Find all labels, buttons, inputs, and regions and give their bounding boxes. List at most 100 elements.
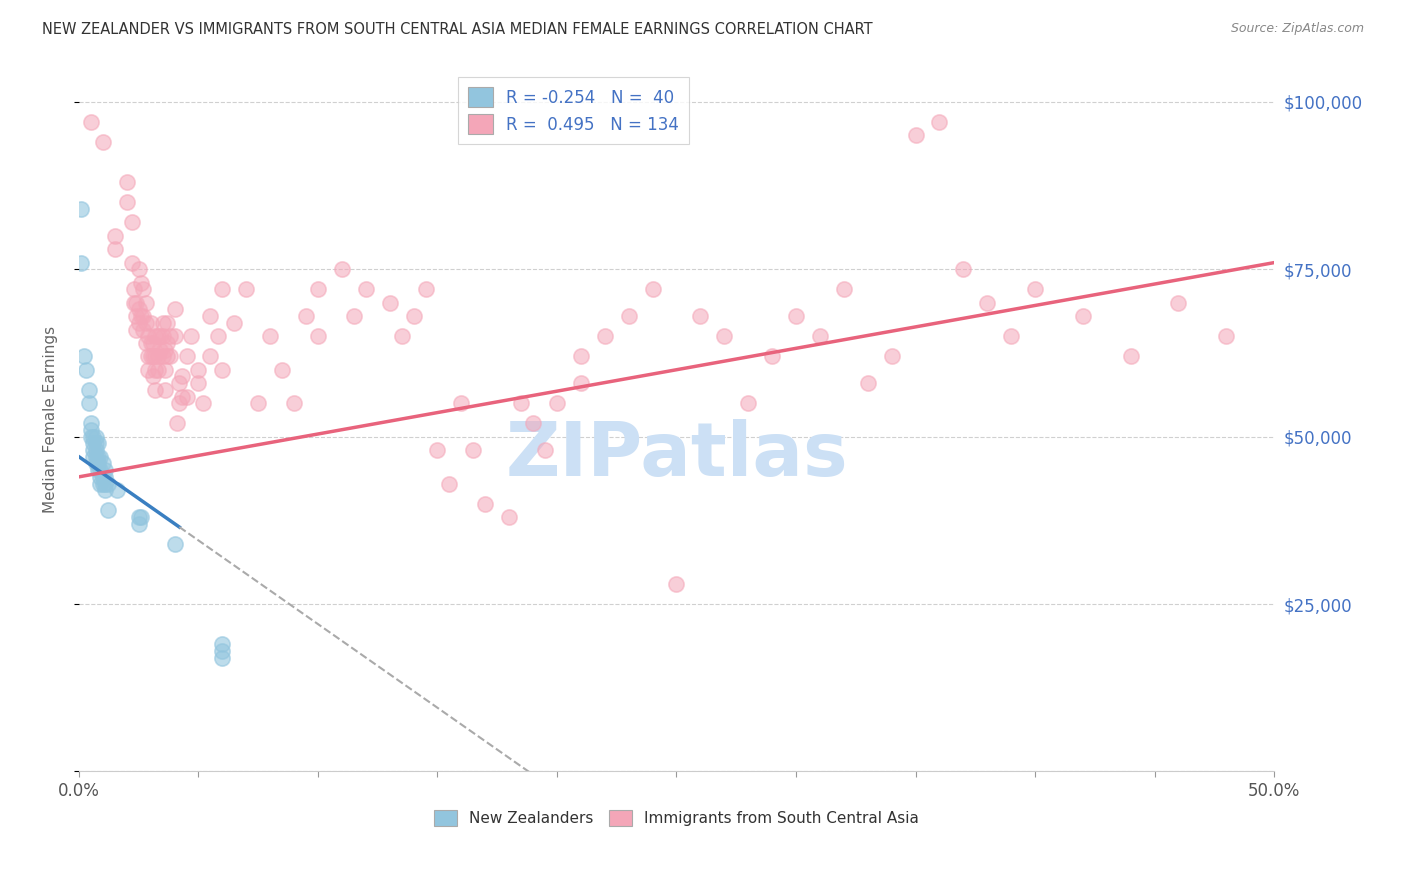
Point: [153, 363, 176, 377]
Point: [142, 369, 165, 384]
Point: [84, 450, 107, 464]
Point: [295, 309, 318, 323]
Point: [343, 309, 366, 323]
Point: [153, 343, 176, 357]
Point: [128, 316, 150, 330]
Point: [163, 302, 186, 317]
Point: [510, 396, 533, 410]
Point: [132, 309, 155, 323]
Point: [87, 450, 110, 464]
Point: [125, 309, 148, 323]
Point: [713, 329, 735, 343]
Point: [1167, 295, 1189, 310]
Point: [94, 483, 117, 498]
Point: [689, 309, 711, 323]
Point: [84, 430, 107, 444]
Point: [125, 322, 148, 336]
Point: [149, 329, 172, 343]
Point: [136, 349, 159, 363]
Point: [104, 242, 127, 256]
Point: [641, 282, 664, 296]
Point: [169, 396, 191, 410]
Point: [136, 329, 159, 343]
Point: [271, 363, 294, 377]
Point: [146, 349, 169, 363]
Point: [415, 282, 437, 296]
Point: [80, 417, 103, 431]
Point: [307, 282, 329, 296]
Point: [89, 476, 111, 491]
Point: [122, 295, 145, 310]
Point: [135, 295, 157, 310]
Point: [976, 295, 998, 310]
Point: [146, 363, 169, 377]
Point: [84, 457, 107, 471]
Point: [82, 443, 104, 458]
Point: [135, 335, 157, 350]
Point: [128, 516, 150, 531]
Point: [785, 309, 807, 323]
Point: [145, 383, 167, 397]
Point: [330, 262, 353, 277]
Point: [211, 637, 233, 651]
Point: [665, 577, 688, 591]
Point: [450, 396, 472, 410]
Point: [132, 282, 155, 296]
Point: [142, 349, 165, 363]
Point: [1071, 309, 1094, 323]
Text: Source: ZipAtlas.com: Source: ZipAtlas.com: [1230, 22, 1364, 36]
Point: [224, 316, 246, 330]
Point: [170, 369, 193, 384]
Point: [928, 115, 950, 129]
Point: [128, 302, 150, 317]
Point: [152, 329, 174, 343]
Point: [426, 443, 449, 458]
Point: [1215, 329, 1237, 343]
Point: [145, 329, 167, 343]
Point: [146, 329, 169, 343]
Point: [139, 335, 162, 350]
Point: [211, 363, 233, 377]
Point: [159, 329, 181, 343]
Point: [952, 262, 974, 277]
Point: [97, 503, 120, 517]
Text: ZIPatlas: ZIPatlas: [505, 418, 848, 491]
Point: [97, 476, 120, 491]
Point: [187, 363, 209, 377]
Point: [498, 510, 520, 524]
Point: [737, 396, 759, 410]
Point: [163, 537, 186, 551]
Point: [89, 463, 111, 477]
Point: [121, 255, 143, 269]
Point: [156, 316, 179, 330]
Point: [73, 349, 96, 363]
Point: [94, 463, 117, 477]
Point: [84, 443, 107, 458]
Point: [70, 202, 93, 216]
Point: [163, 329, 186, 343]
Point: [808, 329, 831, 343]
Point: [135, 316, 157, 330]
Point: [142, 335, 165, 350]
Point: [354, 282, 377, 296]
Point: [129, 309, 152, 323]
Point: [534, 443, 557, 458]
Point: [180, 329, 202, 343]
Point: [153, 383, 176, 397]
Point: [70, 255, 93, 269]
Y-axis label: Median Female Earnings: Median Female Earnings: [44, 326, 58, 514]
Point: [176, 390, 198, 404]
Point: [904, 128, 927, 143]
Point: [207, 329, 229, 343]
Point: [211, 650, 233, 665]
Point: [82, 436, 104, 450]
Point: [170, 390, 193, 404]
Point: [104, 228, 127, 243]
Point: [617, 309, 640, 323]
Point: [121, 215, 143, 229]
Point: [91, 470, 114, 484]
Point: [122, 282, 145, 296]
Point: [880, 349, 903, 363]
Point: [84, 436, 107, 450]
Point: [259, 329, 281, 343]
